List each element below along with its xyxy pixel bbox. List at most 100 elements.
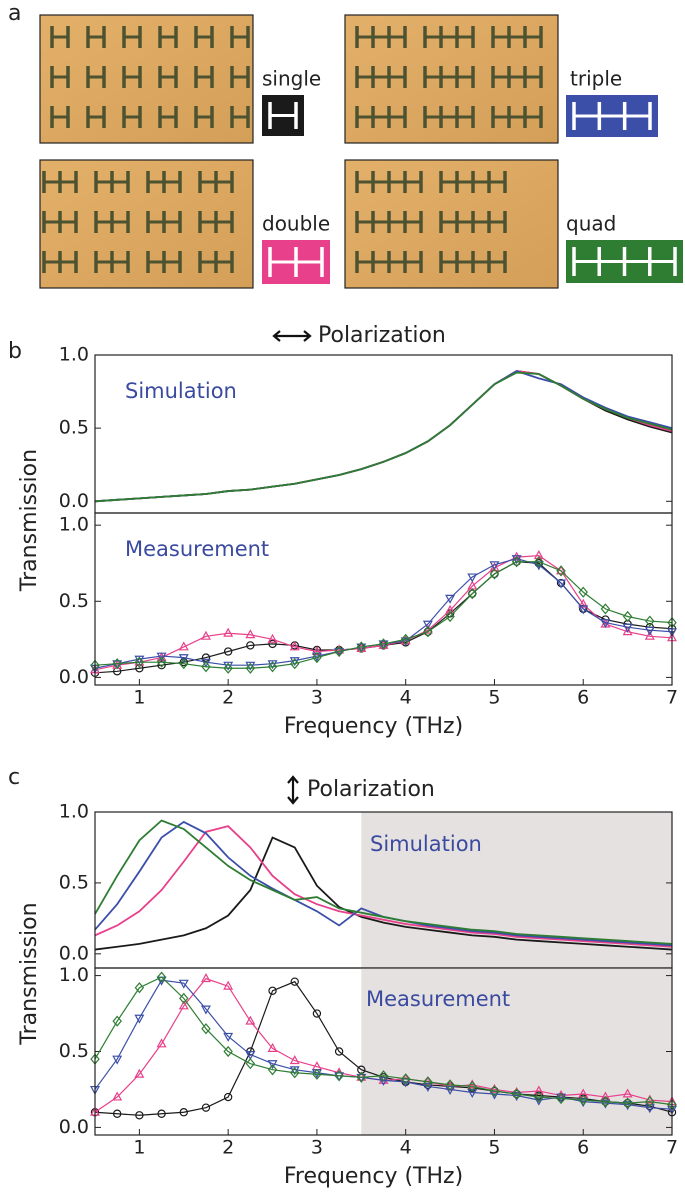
marker: [356, 1073, 367, 1083]
marker: [622, 1097, 633, 1109]
marker: [578, 598, 589, 608]
marker: [467, 1089, 478, 1099]
series-line: [94, 819, 673, 945]
x-axis-label: Frequency (THz): [284, 1164, 463, 1189]
marker: [201, 661, 211, 673]
micrograph: [344, 159, 559, 289]
marker: [467, 588, 478, 600]
y-tick-label: 0.5: [59, 871, 89, 893]
marker: [334, 645, 344, 658]
marker: [622, 623, 633, 633]
pattern: [42, 171, 234, 273]
pattern: [355, 26, 543, 128]
annotation: Measurement: [125, 537, 269, 561]
marker: [311, 645, 322, 655]
marker: [467, 573, 478, 583]
marker: [246, 641, 255, 650]
chart-title: Polarization: [318, 323, 446, 348]
marker: [157, 1109, 166, 1118]
marker: [267, 1060, 278, 1070]
marker: [179, 992, 189, 1004]
marker: [600, 1095, 611, 1108]
plot-frame: [94, 512, 673, 686]
marker: [423, 1076, 433, 1088]
marker: [578, 1088, 589, 1098]
marker: [644, 630, 655, 640]
marker: [378, 1076, 389, 1086]
marker: [245, 662, 256, 674]
x-tick-label: 5: [488, 1137, 500, 1159]
marker: [223, 627, 234, 637]
marker: [622, 610, 633, 623]
shaded-region: [361, 968, 672, 1135]
y-tick-label: 0.0: [59, 490, 89, 512]
marker: [312, 1068, 322, 1080]
y-tick-label: 0.5: [59, 1040, 89, 1062]
x-tick-label: 2: [222, 1137, 234, 1159]
marker: [267, 633, 278, 643]
series-line: [94, 976, 673, 1106]
marker: [312, 651, 322, 664]
marker: [112, 1091, 123, 1101]
panel-label: b: [8, 339, 22, 364]
marker: [445, 1085, 456, 1096]
marker: [378, 1070, 389, 1082]
x-tick-label: 4: [400, 1137, 412, 1159]
marker: [200, 973, 211, 983]
y-tick-label: 1.0: [59, 514, 89, 536]
marker: [134, 1014, 145, 1024]
y-tick-label: 0.0: [59, 942, 89, 964]
marker: [422, 1082, 433, 1092]
marker: [489, 562, 500, 572]
marker: [556, 579, 567, 589]
marker: [223, 1045, 233, 1058]
marker: [400, 1073, 411, 1085]
x-tick-label: 5: [488, 687, 500, 709]
marker: [422, 620, 433, 630]
marker: [223, 1032, 234, 1042]
marker: [289, 641, 300, 651]
marker: [400, 633, 411, 645]
marker: [135, 1111, 144, 1120]
marker: [223, 647, 233, 656]
polarization-arrow: [287, 775, 299, 805]
marker: [645, 615, 655, 627]
series-line: [94, 371, 673, 503]
series-line: [94, 555, 673, 671]
pattern: [355, 171, 507, 273]
sample-label: quad: [566, 212, 616, 236]
marker: [112, 658, 122, 670]
y-tick-label: 0.5: [59, 590, 89, 612]
marker: [644, 1104, 655, 1114]
marker: [378, 638, 389, 650]
x-tick-label: 6: [577, 687, 589, 709]
x-tick-label: 1: [133, 687, 145, 709]
y-tick-label: 1.0: [59, 344, 89, 366]
panel-label: c: [8, 765, 20, 790]
y-tick-label: 0.0: [59, 1116, 89, 1138]
marker: [511, 551, 522, 561]
marker: [200, 1005, 211, 1015]
marker: [200, 630, 211, 640]
marker: [445, 610, 455, 623]
marker: [245, 1058, 256, 1070]
marker: [179, 1108, 188, 1117]
marker: [533, 550, 544, 560]
marker: [178, 654, 189, 664]
marker: [312, 1009, 322, 1018]
x-tick-label: 3: [311, 1137, 323, 1159]
marker: [156, 656, 167, 668]
y-tick-label: 1.0: [59, 964, 89, 986]
y-tick-label: 0.5: [59, 417, 89, 439]
series-line: [94, 561, 673, 669]
marker: [245, 629, 256, 639]
marker: [334, 1047, 344, 1056]
marker: [289, 1067, 300, 1079]
marker: [445, 604, 456, 614]
marker: [622, 1088, 633, 1098]
series-line: [94, 561, 673, 674]
marker: [156, 652, 167, 662]
marker: [556, 1092, 566, 1105]
marker: [445, 594, 456, 604]
marker: [268, 639, 277, 649]
